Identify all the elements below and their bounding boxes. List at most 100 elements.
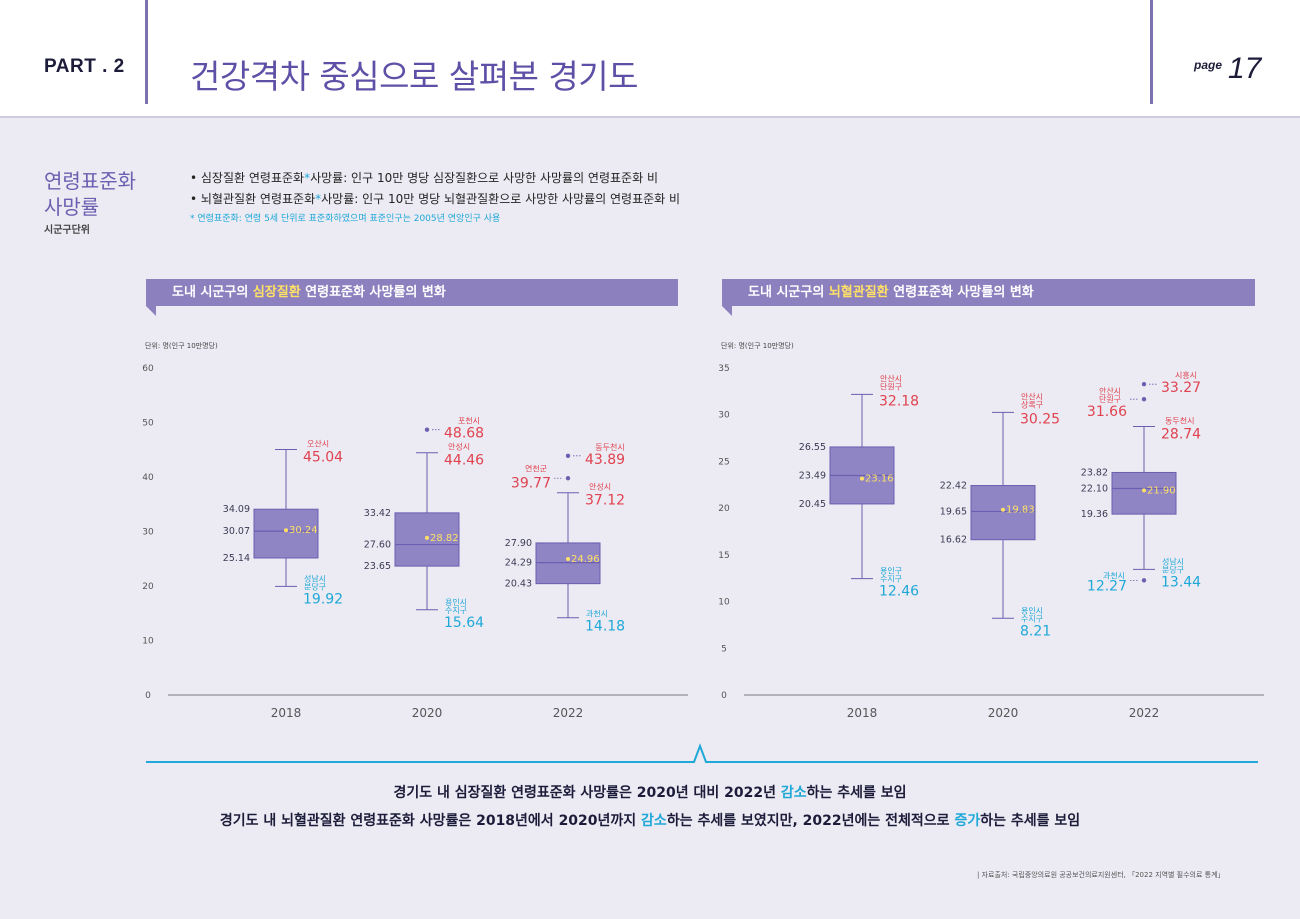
definition-brain-text: 사망률: 인구 10만 명당 뇌혈관질환으로 사망한 사망률의 연령표준화 비 <box>321 192 681 206</box>
c2-2022-min-name1: 성남시 <box>1162 557 1184 566</box>
chart1-banner: 도내 시군구의 심장질환 연령표준화 사망률의 변화 <box>146 279 678 306</box>
c1-2020-max-value: 44.46 <box>444 453 484 469</box>
c2-2022-outlier-1-name: 안산시 <box>1099 386 1121 396</box>
c1-x-tick-2022: 2022 <box>553 706 584 720</box>
c1-y-tick-60: 60 <box>142 364 154 374</box>
c1-y-tick-30: 30 <box>142 528 154 538</box>
section-title-line2: 사망률 <box>44 195 100 219</box>
c1-2020-mean-dot <box>425 535 429 540</box>
c1-2022-outlier-1-value: 39.77 <box>511 475 551 491</box>
section-title-line1: 연령표준화 <box>44 169 136 193</box>
c2-2020-min-value: 8.21 <box>1020 623 1051 639</box>
section-subtitle: 시군구단위 <box>44 225 90 236</box>
summary-line2-mid: 하는 추세를 보였지만, 2022년에는 전체적으로 <box>666 813 955 829</box>
c1-2020-q3-label: 33.42 <box>364 508 391 519</box>
chart2-banner-post: 연령표준화 사망률의 변화 <box>888 285 1034 300</box>
c1-2022-outlier-1-dot <box>565 476 571 481</box>
c2-2022-median-label: 22.10 <box>1081 484 1108 495</box>
c2-2018-min-value: 12.46 <box>879 584 919 600</box>
c2-2018-min-name1: 용인구 <box>880 566 902 576</box>
c1-2022-outlier-0-value: 43.89 <box>585 452 625 468</box>
c1-y-tick-0: 0 <box>145 691 151 701</box>
definition-brain-term: • 뇌혈관질환 연령표준화 <box>190 192 316 206</box>
c2-y-tick-35: 35 <box>718 364 729 374</box>
page-label: page <box>1194 58 1223 72</box>
definition-heart: • 심장질환 연령표준화*사망률: 인구 10만 명당 심장질환으로 사망한 사… <box>190 168 680 189</box>
c1-2022-box <box>535 542 601 585</box>
divider-line <box>146 743 1258 763</box>
c2-2022-min-name2: 분당구 <box>1162 564 1184 574</box>
header-divider-left <box>145 0 148 104</box>
c1-2020-min-name1: 용인시 <box>445 597 467 607</box>
chart2-banner-tab <box>722 306 732 316</box>
chart2-banner-pre: 도내 시군구의 <box>748 285 829 300</box>
c1-2020-mean-label: 28.82 <box>430 533 459 544</box>
chart1-banner-tab <box>146 306 156 316</box>
c2-2022-outlier-1-name2: 단원구 <box>1099 394 1121 404</box>
page-title: 건강격차 중심으로 살펴본 경기도 <box>190 57 639 96</box>
c1-y-tick-50: 50 <box>142 419 154 429</box>
c2-2022-outlier-2-name: 과천시 <box>1103 570 1125 580</box>
c2-y-tick-15: 15 <box>718 551 729 561</box>
c2-2020-max-value: 30.25 <box>1020 411 1060 427</box>
c2-x-tick-2022: 2022 <box>1129 706 1160 720</box>
header-divider-right <box>1150 0 1153 104</box>
c1-2018-mean-label: 30.24 <box>289 525 318 536</box>
summary-line2: 경기도 내 뇌혈관질환 연령표준화 사망률은 2018년에서 2020년까지 감… <box>0 810 1300 830</box>
chart1-banner-pre: 도내 시군구의 <box>172 285 253 300</box>
c1-2022-q1-label: 20.43 <box>505 579 532 590</box>
c2-2018-mean-dot <box>860 476 864 481</box>
c2-2020-min-name2: 수지구 <box>1021 614 1043 623</box>
c2-2018-q3-label: 26.55 <box>799 442 826 453</box>
c1-2020-max-name: 안성시 <box>448 442 470 452</box>
c2-2020-max-name2: 상록구 <box>1021 399 1043 409</box>
chart1-banner-post: 연령표준화 사망률의 변화 <box>300 285 446 300</box>
page-header: PART . 2 건강격차 중심으로 살펴본 경기도 page 17 <box>0 0 1300 118</box>
c1-y-tick-20: 20 <box>142 582 154 592</box>
c2-2022-outlier-2-dot <box>1141 578 1147 583</box>
section-title: 연령표준화 사망률 <box>44 168 136 220</box>
c2-2022-q3-label: 23.82 <box>1081 467 1108 478</box>
c1-2020-outlier-0-name: 포천시 <box>458 416 480 426</box>
chart2-banner: 도내 시군구의 뇌혈관질환 연령표준화 사망률의 변화 <box>722 279 1255 306</box>
c1-y-tick-40: 40 <box>142 473 154 483</box>
c1-2018-mean-dot <box>284 528 288 533</box>
c1-2020-q1-label: 23.65 <box>364 561 391 572</box>
c1-x-tick-2020: 2020 <box>412 706 443 720</box>
c1-2022-median-label: 24.29 <box>505 558 532 569</box>
summary-line2-highlight1: 감소 <box>641 813 667 829</box>
c2-2018-max-name: 안산시 <box>880 373 902 383</box>
c1-2022-outlier-0-dot <box>565 453 571 458</box>
c2-2022-max-value: 28.74 <box>1161 426 1201 442</box>
c2-2022-mean-label: 21.90 <box>1147 485 1176 496</box>
c2-2018-max-name2: 단원구 <box>880 381 902 391</box>
c1-2020-outlier-0-dot <box>424 427 430 432</box>
c2-2020-mean-dot <box>1001 507 1005 512</box>
c1-2018-min-value: 19.92 <box>303 591 343 607</box>
c1-2020-median-label: 27.60 <box>364 540 391 551</box>
heart-disease-boxplot: 단위: 명(인구 10만명당) 0 10 20 30 40 50 60 2018 2020 2022… <box>142 341 688 720</box>
c1-x-tick-2018: 2018 <box>271 706 302 720</box>
chart2-banner-highlight: 뇌혈관질환 <box>828 285 889 300</box>
c1-2018-max-value: 45.04 <box>303 450 343 466</box>
c2-2022-max-name: 동두천시 <box>1165 415 1194 425</box>
c2-2022-outlier-0-dot <box>1141 381 1147 387</box>
cerebrovascular-boxplot: 단위: 명(인구 10만명당) 0 5 10 15 20 25 30 35 2018 2020 202… <box>718 341 1264 720</box>
c1-2018-q3-label: 34.09 <box>223 504 250 515</box>
c1-2020-min-name2: 수지구 <box>445 606 467 615</box>
c1-2018-q1-label: 25.14 <box>223 553 250 564</box>
c2-2018-q1-label: 20.45 <box>799 499 826 510</box>
c2-2022-outlier-2-value: 12.27 <box>1087 578 1127 594</box>
c2-2022-outlier-0-value: 33.27 <box>1161 380 1201 396</box>
c2-2022-outlier-0-name: 시흥시 <box>1175 370 1197 380</box>
source-note: | 자료출처: 국립중앙의료원 공공보건의료지원센터, 「2022 지역별 필수… <box>977 871 1225 879</box>
chart1-banner-highlight: 심장질환 <box>252 285 301 300</box>
c1-2018-max-name: 오산시 <box>307 439 329 449</box>
definition-note: * 연령표준화: 연령 5세 단위로 표준화하였으며 표준인구는 2005년 연… <box>190 214 501 224</box>
c1-y-tick-10: 10 <box>142 637 154 647</box>
c2-y-tick-25: 25 <box>718 457 729 467</box>
c1-2022-min-value: 14.18 <box>585 619 625 635</box>
c2-2020-min-name1: 용인시 <box>1021 605 1043 615</box>
c2-2022-box <box>1111 471 1177 515</box>
c1-2018-box <box>253 508 319 559</box>
